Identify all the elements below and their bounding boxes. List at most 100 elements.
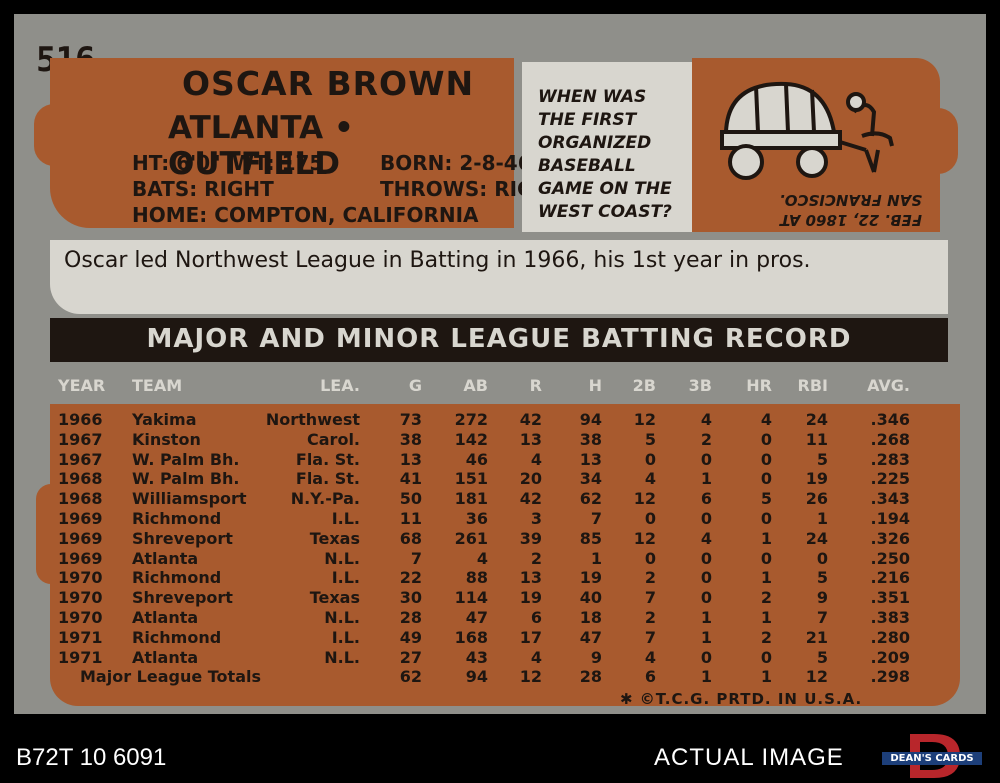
stat-runs: 2 [530, 548, 542, 568]
record-header-bar: MAJOR AND MINOR LEAGUE BATTING RECORD [50, 318, 948, 362]
trivia-answer-panel: FEB. 22, 1860 AT SAN FRANCISCO. [692, 58, 958, 232]
stat-doubles: 7 [644, 588, 656, 608]
stat-home-runs: 1 [760, 528, 772, 548]
stat-row: 1967 Kinston Carol. 38 142 13 38 5 2 0 11 .268 [50, 430, 960, 450]
stat-runs: 13 [519, 429, 542, 449]
stat-league: I.L. [331, 509, 360, 528]
stat-games: 68 [399, 528, 422, 548]
stat-games: 49 [399, 627, 422, 647]
stat-team: Shreveport [132, 588, 233, 608]
stat-row: 1968 Williamsport N.Y.-Pa. 50 181 42 62 12 6 5 26.… [50, 489, 960, 509]
stat-team: W. Palm Bh. [132, 449, 240, 469]
stat-team: Yakima [132, 410, 197, 429]
stat-doubles: 2 [644, 568, 656, 588]
stat-team: Williamsport [132, 489, 247, 509]
stat-rbi: 5 [816, 568, 828, 588]
stat-doubles: 5 [644, 429, 656, 449]
stat-doubles: 4 [644, 469, 656, 489]
col-header-triples: 3B [688, 376, 712, 395]
team-name: ATLANTA [168, 110, 324, 146]
col-header-year: YEAR [58, 376, 106, 395]
stat-doubles: 7 [644, 627, 656, 647]
stat-hits: 7 [590, 509, 602, 528]
stat-league: I.L. [331, 627, 360, 647]
stat-league: I.L. [331, 568, 360, 588]
col-header-rbi: RBI [797, 376, 828, 395]
separator-dot: • [333, 110, 354, 146]
covered-wagon-icon [720, 81, 894, 180]
stat-doubles: 4 [644, 647, 656, 667]
stat-year: 1968 [58, 469, 103, 489]
stat-average: .283 [870, 449, 910, 469]
stat-runs: 19 [519, 588, 542, 608]
born: BORN: 2-8-46 [380, 151, 532, 175]
stat-team: Atlanta [132, 548, 199, 568]
stat-rbi: 5 [816, 647, 828, 667]
deans-cards-logo: DEAN'S CARDS [876, 732, 988, 778]
total-triples: 1 [700, 667, 712, 687]
stat-at-bats: 36 [465, 509, 488, 528]
stat-row: 1970 Richmond I.L. 22 88 13 19 2 0 1 5 .216 [50, 568, 960, 588]
stat-triples: 0 [700, 509, 712, 528]
stat-average: .280 [870, 627, 910, 647]
stat-games: 30 [399, 588, 422, 608]
stat-home-runs: 0 [760, 469, 772, 489]
stat-hits: 85 [579, 528, 602, 548]
total-runs: 12 [519, 667, 542, 687]
stat-team: Richmond [132, 568, 222, 588]
stat-runs: 17 [519, 627, 542, 647]
total-games: 62 [399, 667, 422, 687]
stat-rbi: 5 [816, 449, 828, 469]
stat-row: 1969 Richmond I.L. 11 36 3 7 0 0 0 1 .194 [50, 509, 960, 529]
team-position: ATLANTA • OUTFIELD [168, 110, 514, 182]
stat-hits: 47 [579, 627, 602, 647]
bio-panel: Oscar led Northwest League in Batting in… [50, 240, 948, 314]
stat-rbi: 9 [816, 588, 828, 608]
stat-games: 73 [399, 410, 422, 429]
stat-year: 1971 [58, 647, 103, 667]
stat-hits: 1 [590, 548, 602, 568]
stat-team: Atlanta [132, 608, 199, 627]
stat-average: .225 [870, 469, 910, 489]
hometown: HOME: COMPTON, CALIFORNIA [132, 203, 479, 227]
stat-rbi: 7 [816, 608, 828, 627]
stat-hits: 38 [579, 429, 602, 449]
stat-rbi: 24 [805, 410, 828, 429]
stat-at-bats: 4 [476, 548, 488, 568]
stat-home-runs: 0 [760, 429, 772, 449]
actual-image-label: ACTUAL IMAGE [654, 744, 844, 771]
stat-year: 1967 [58, 449, 103, 469]
stats-column-headers: YEAR TEAM LEA. G AB R H 2B 3B HR RBI AVG. [50, 364, 960, 404]
stats-table: YEAR TEAM LEA. G AB R H 2B 3B HR RBI AVG. 1966 Yakim… [36, 364, 960, 708]
stat-at-bats: 114 [454, 588, 488, 608]
stat-average: .383 [870, 608, 910, 627]
logo-text: DEAN'S CARDS [882, 752, 982, 765]
stat-year: 1969 [58, 528, 103, 548]
stat-triples: 0 [700, 647, 712, 667]
trivia-answer: FEB. 22, 1860 AT SAN FRANCISCO. [779, 191, 922, 229]
stat-doubles: 0 [644, 509, 656, 528]
stat-triples: 0 [700, 588, 712, 608]
stat-league: Fla. St. [295, 469, 360, 489]
stat-at-bats: 272 [454, 410, 488, 429]
stat-hits: 13 [579, 449, 602, 469]
col-header-doubles: 2B [632, 376, 656, 395]
totals-row: Major League Totals 62 94 12 28 6 1 1 12 .298 [50, 667, 960, 687]
stat-home-runs: 0 [760, 449, 772, 469]
weight: WT: 175 [232, 151, 324, 175]
stat-runs: 4 [530, 449, 542, 469]
stat-games: 38 [399, 429, 422, 449]
stat-hits: 9 [590, 647, 602, 667]
stat-average: .346 [870, 410, 910, 429]
stat-at-bats: 43 [465, 647, 488, 667]
stat-home-runs: 2 [760, 627, 772, 647]
player-position: OUTFIELD [168, 146, 341, 182]
trivia-question-panel: WHEN WAS THE FIRST ORGANIZED BASEBALL GA… [522, 62, 692, 232]
stat-runs: 4 [530, 647, 542, 667]
col-header-home-runs: HR [746, 376, 772, 395]
stat-games: 11 [399, 509, 422, 528]
stat-games: 41 [399, 469, 422, 489]
stat-rbi: 21 [805, 627, 828, 647]
stat-row: 1967 W. Palm Bh. Fla. St. 13 46 4 13 0 0 0 5 .283 [50, 450, 960, 470]
stat-year: 1969 [58, 509, 103, 528]
